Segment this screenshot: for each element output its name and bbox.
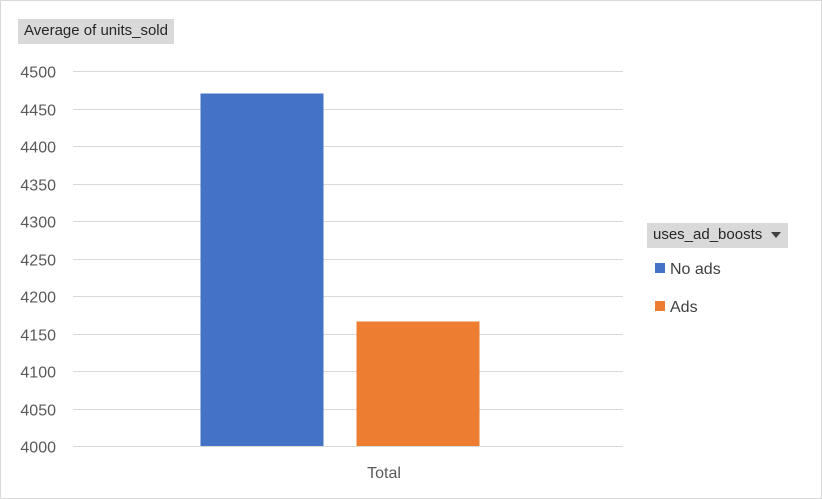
legend-field-label: uses_ad_boosts — [653, 226, 763, 243]
y-tick-label: 4150 — [20, 328, 56, 345]
legend-entry-ads[interactable]: Ads — [655, 298, 698, 318]
x-category-label: Total — [367, 465, 401, 482]
dropdown-arrow-icon — [771, 232, 782, 238]
y-tick-label: 4200 — [20, 290, 56, 307]
plot-area: 4000 4050 4100 4150 4200 4250 4300 4350 4400 4450… — [20, 65, 623, 482]
y-tick-label: 4450 — [20, 103, 56, 120]
legend-label-no-ads: No ads — [670, 261, 721, 278]
y-tick-label: 4100 — [20, 365, 56, 382]
y-tick-label: 4500 — [20, 65, 56, 82]
y-tick-label: 4300 — [20, 215, 56, 232]
value-field-label: Average of units_sold — [24, 22, 168, 39]
legend-field-button[interactable]: uses_ad_boosts — [647, 223, 789, 248]
y-tick-label: 4350 — [20, 178, 56, 195]
y-tick-label: 4250 — [20, 253, 56, 270]
value-field-button[interactable]: Average of units_sold — [18, 19, 174, 44]
legend-swatch-ads — [655, 301, 665, 312]
legend-label-ads: Ads — [670, 299, 698, 316]
legend-entry-no-ads[interactable]: No ads — [655, 260, 721, 280]
y-tick-label: 4050 — [20, 403, 56, 420]
y-tick-label: 4400 — [20, 140, 56, 157]
bar-no-ads — [200, 93, 324, 446]
y-tick-label: 4000 — [20, 440, 56, 457]
bar-ads — [356, 321, 480, 446]
legend-swatch-no-ads — [655, 263, 665, 274]
